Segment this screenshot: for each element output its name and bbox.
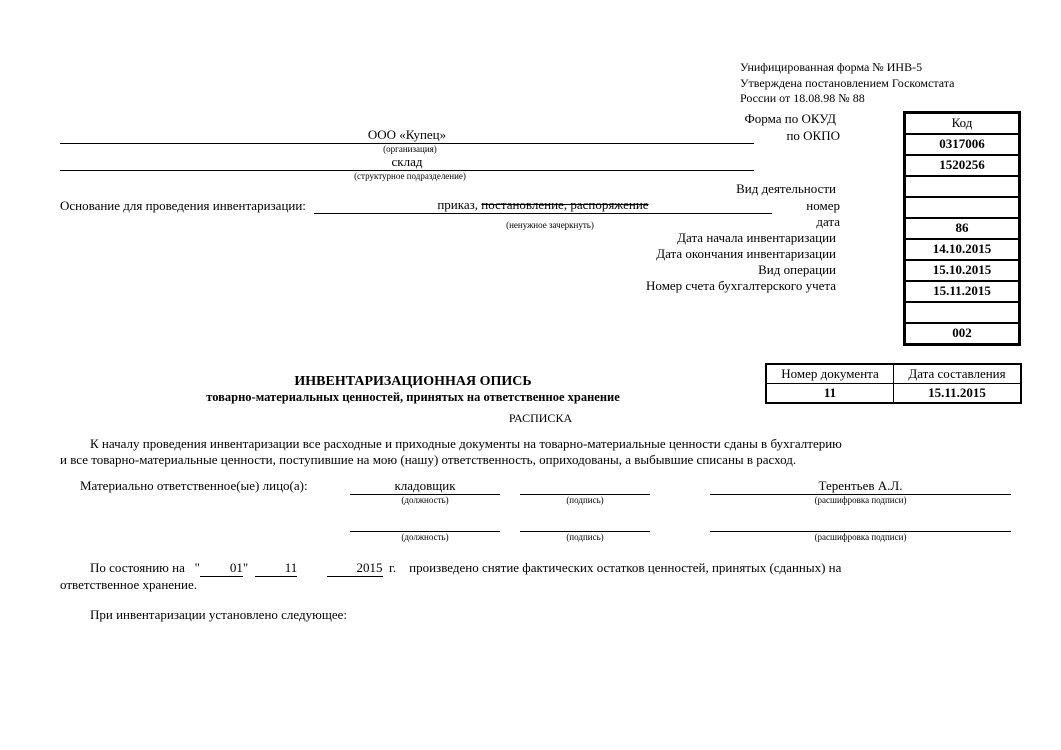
acct-value: 002: [905, 323, 1020, 345]
sig-name-1: Терентьев А.Л.: [710, 478, 1011, 495]
activity-value: [905, 197, 1020, 218]
unit-name: склад: [60, 154, 754, 171]
sig-name-cap-1: (расшифровка подписи): [710, 495, 1011, 505]
sig-post-cap-2: (должность): [350, 532, 500, 542]
last-line: При инвентаризации установлено следующее…: [60, 607, 1021, 623]
asof-year: 2015: [327, 560, 383, 577]
approval-line1: Унифицированная форма № ИНВ-5: [740, 60, 1021, 76]
basis-label: Основание для проведения инвентаризации:: [60, 198, 306, 214]
okpo-value: 1520256: [905, 155, 1020, 176]
body-line1: К началу проведения инвентаризации все р…: [90, 436, 842, 451]
asof-suffix1: произведено снятие фактических остатков …: [409, 560, 841, 575]
docnum-h2: Дата составления: [894, 364, 1021, 383]
asof-line: По состоянию на "01" 11 2015 г. произвед…: [60, 560, 1021, 577]
sig-post-1: кладовщик: [350, 478, 500, 495]
op-label: Вид операции: [758, 262, 836, 278]
sig-label: Материально ответственное(ые) лицо(а):: [60, 478, 340, 505]
date-value: 14.10.2015: [905, 239, 1020, 260]
basis-keep: приказ,: [437, 197, 478, 212]
blank1-value: [905, 176, 1020, 197]
receipt-heading: РАСПИСКА: [60, 411, 1021, 426]
num-label: номер: [780, 198, 840, 214]
asof-month: 11: [255, 560, 298, 577]
activity-label: Вид деятельности: [736, 181, 836, 197]
docnum-v1: 11: [767, 383, 894, 402]
num-value: 86: [905, 218, 1020, 239]
approval-block: Унифицированная форма № ИНВ-5 Утверждена…: [740, 60, 1021, 107]
approval-line2: Утверждена постановлением Госкомстата: [740, 76, 1021, 92]
code-table: Код 0317006 1520256 86 14.10.2015 15.10.…: [903, 111, 1021, 346]
sig-post-2: [350, 515, 500, 532]
sig-name-cap-2: (расшифровка подписи): [710, 532, 1011, 542]
sig-sign-1: [520, 478, 650, 495]
basis-caption: (ненужное зачеркнуть): [320, 220, 780, 230]
body-line2: и все товарно-материальные ценности, пос…: [30, 452, 796, 468]
inv-end-value: 15.11.2015: [905, 281, 1020, 302]
okud-value: 0317006: [905, 134, 1020, 155]
doc-number-table: Номер документа Дата составления 11 15.1…: [766, 364, 1021, 403]
basis-strike: постановление, распоряжение: [481, 197, 648, 212]
asof-day: 01: [200, 560, 243, 577]
okpo-label: по ОКПО: [760, 128, 840, 144]
acct-label: Номер счета бухгалтерского учета: [646, 278, 836, 294]
docnum-h1: Номер документа: [767, 364, 894, 383]
unit-caption: (структурное подразделение): [60, 171, 760, 181]
asof-suffix2: ответственное хранение.: [60, 577, 1021, 593]
org-name-caption: (организация): [60, 144, 760, 154]
sig-sign-2: [520, 515, 650, 532]
basis-value: приказ, постановление, распоряжение: [314, 197, 772, 214]
asof-prefix: По состоянию на: [90, 560, 185, 575]
body-para: К началу проведения инвентаризации все р…: [60, 436, 1021, 468]
sig-name-2: [710, 515, 1011, 532]
sig-sign-cap-1: (подпись): [520, 495, 650, 505]
docnum-v2: 15.11.2015: [894, 383, 1021, 402]
sig-sign-cap-2: (подпись): [520, 532, 650, 542]
asof-g: г.: [389, 560, 396, 575]
okud-label: Форма по ОКУД: [745, 111, 837, 127]
op-value: [905, 302, 1020, 323]
inv-start-value: 15.10.2015: [905, 260, 1020, 281]
sig-post-cap-1: (должность): [350, 495, 500, 505]
inv-end-label: Дата окончания инвентаризации: [656, 246, 836, 262]
date-label: дата: [780, 214, 840, 230]
org-name: ООО «Купец»: [60, 127, 754, 144]
approval-line3: России от 18.08.98 № 88: [740, 91, 1021, 107]
code-header: Код: [905, 112, 1020, 134]
inv-start-label: Дата начала инвентаризации: [677, 230, 836, 246]
